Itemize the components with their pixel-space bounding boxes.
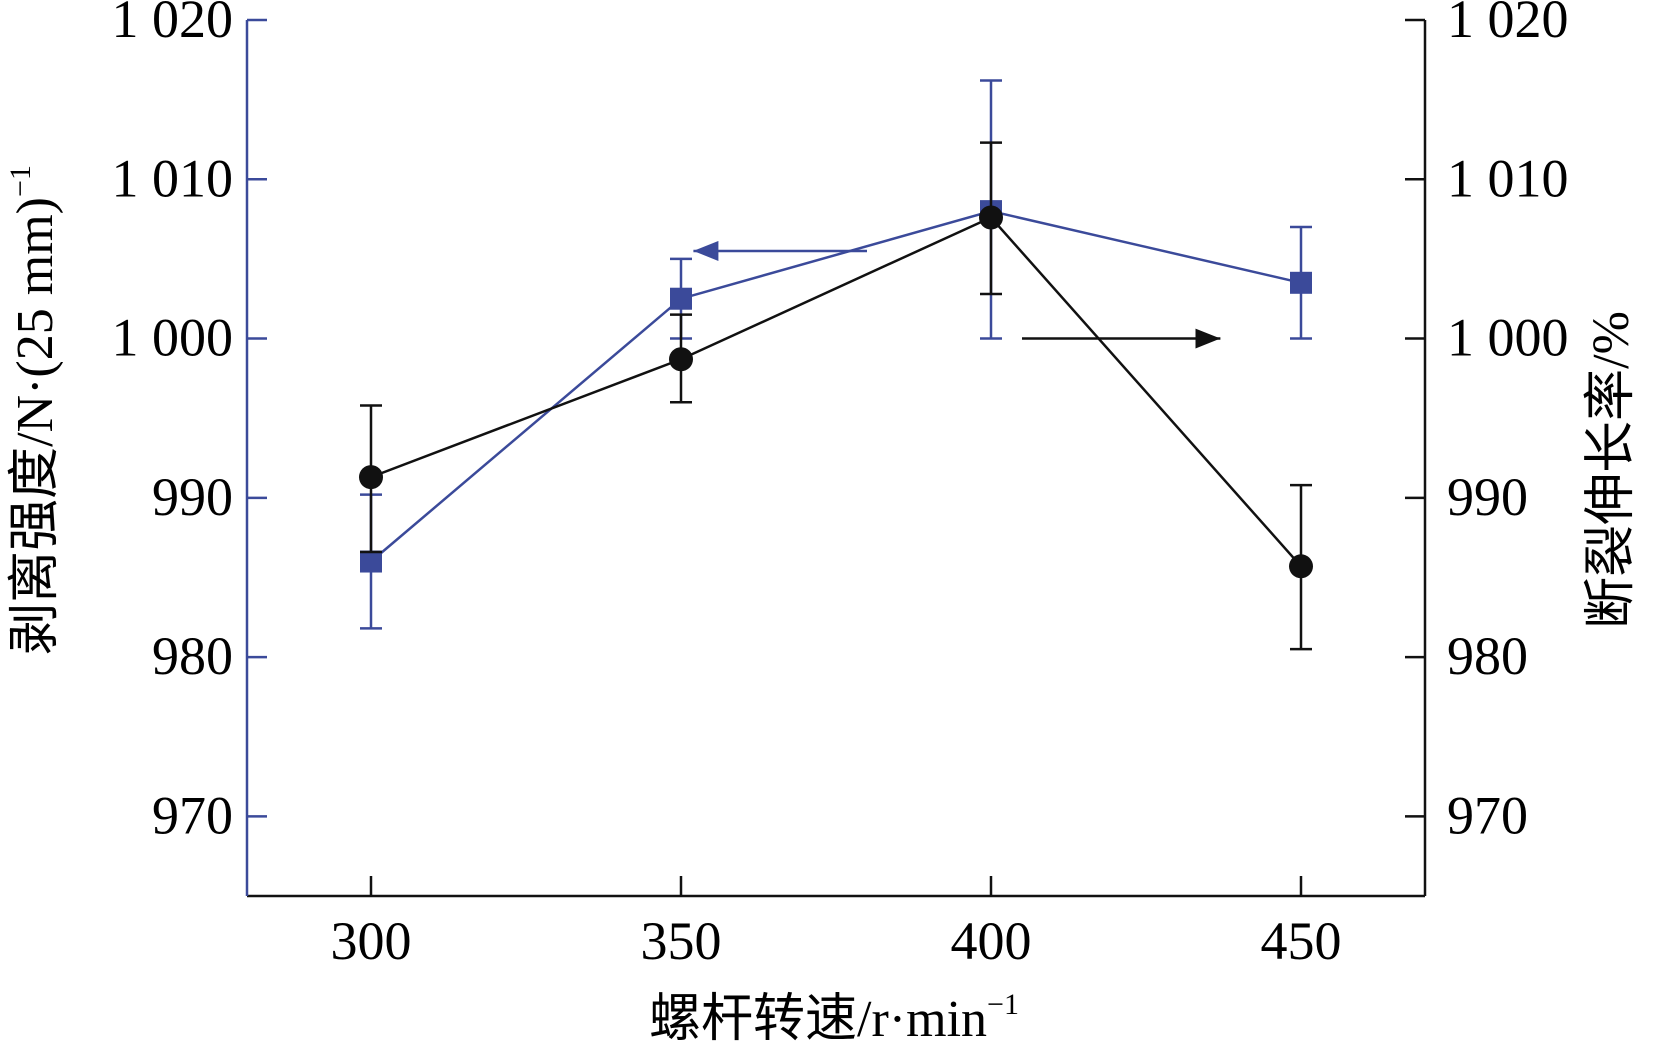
left-y-axis-title-sup: −1 bbox=[4, 165, 37, 197]
right-y-tick-label: 1 010 bbox=[1447, 148, 1569, 208]
x-axis-title-sup: −1 bbox=[987, 988, 1019, 1021]
right-y-tick-label: 990 bbox=[1447, 467, 1528, 527]
x-tick-label: 450 bbox=[1261, 911, 1342, 971]
right-y-tick-label: 1 020 bbox=[1447, 0, 1569, 49]
left-y-axis-title: 剥离强度/N·(25 mm)−1 bbox=[4, 165, 64, 655]
right-y-axis: 970 980 990 1 000 1 010 1 020 bbox=[1405, 0, 1569, 845]
x-axis-title-text: 螺杆转速/r·min bbox=[649, 991, 987, 1048]
data-point bbox=[359, 465, 383, 490]
plot-frame bbox=[245, 20, 1427, 898]
x-tick-label: 400 bbox=[951, 911, 1032, 971]
series-layer bbox=[359, 79, 1313, 651]
data-point bbox=[670, 287, 692, 310]
left-y-tick-label: 1 000 bbox=[112, 308, 234, 368]
right-y-tick-label: 970 bbox=[1447, 785, 1528, 845]
data-point bbox=[979, 205, 1003, 230]
right-y-tick-label: 1 000 bbox=[1447, 308, 1569, 368]
series-line bbox=[370, 215, 1302, 568]
left-y-tick-label: 980 bbox=[152, 626, 233, 686]
x-axis-title: 螺杆转速/r·min−1 bbox=[649, 988, 1019, 1048]
series-left bbox=[360, 79, 1312, 630]
x-tick-label: 350 bbox=[641, 911, 722, 971]
left-y-tick-label: 990 bbox=[152, 467, 233, 527]
left-y-tick-label: 970 bbox=[152, 785, 233, 845]
right-y-axis-title: 断裂伸长率/% bbox=[1583, 311, 1640, 629]
data-point bbox=[1290, 271, 1312, 294]
left-y-axis-title-text: 剥离强度/N·(25 mm) bbox=[7, 197, 64, 655]
right-y-tick-label: 980 bbox=[1447, 626, 1528, 686]
series-line bbox=[370, 209, 1302, 563]
right-y-axis-title-text: 断裂伸长率/% bbox=[1583, 311, 1640, 629]
data-point bbox=[360, 550, 382, 573]
data-point bbox=[669, 347, 693, 372]
left-y-tick-label: 1 010 bbox=[112, 148, 234, 208]
x-tick-label: 300 bbox=[331, 911, 412, 971]
pointer-arrows bbox=[693, 240, 1221, 349]
data-point bbox=[1289, 554, 1313, 579]
left-y-tick-label: 1 020 bbox=[112, 0, 234, 49]
x-axis: 300 350 400 450 bbox=[331, 876, 1342, 971]
left-y-axis: 970 980 990 1 000 1 010 1 020 bbox=[112, 0, 267, 845]
series-right bbox=[359, 141, 1313, 651]
